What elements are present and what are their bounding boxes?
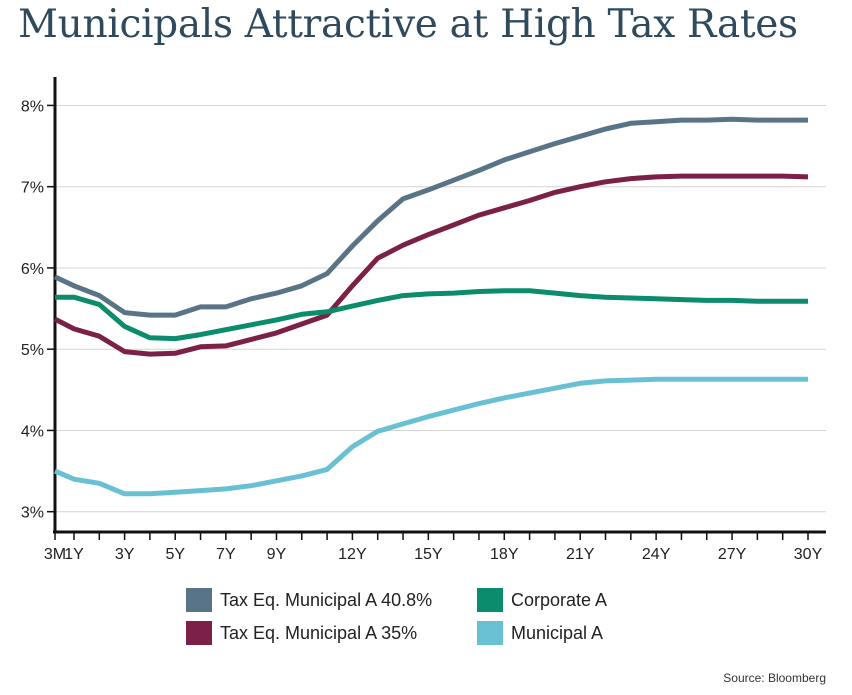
- y-tick-label: 8%: [21, 98, 44, 115]
- y-tick-label: 7%: [21, 180, 44, 197]
- x-tick-label: 27Y: [718, 546, 747, 563]
- x-tick-label: 24Y: [642, 546, 671, 563]
- legend-label: Tax Eq. Municipal A 40.8%: [220, 589, 433, 610]
- legend: Tax Eq. Municipal A 40.8% Tax Eq. Munici…: [186, 584, 646, 654]
- chart-title: Municipals Attractive at High Tax Rates: [18, 2, 798, 47]
- series-line: [53, 116, 808, 318]
- series-line: [53, 173, 809, 357]
- x-tick-label: 9Y: [267, 546, 287, 563]
- legend-label: Municipal A: [511, 622, 604, 643]
- x-tick-label: 3M: [44, 546, 66, 563]
- x-tick-label: 1Y: [64, 546, 84, 563]
- legend-swatch: [477, 621, 503, 645]
- series-line: [55, 288, 808, 342]
- legend-item-municipal-a: Municipal A: [477, 621, 603, 645]
- x-tick-label: 5Y: [165, 546, 185, 563]
- x-tick-label: 18Y: [490, 546, 519, 563]
- y-tick-label: 4%: [21, 423, 44, 440]
- x-tick-label: 30Y: [794, 546, 823, 563]
- y-tick-label: 3%: [21, 505, 44, 522]
- grid-layer: [55, 104, 826, 513]
- x-tick-label: 3Y: [115, 546, 135, 563]
- legend-label: Corporate A: [511, 589, 608, 610]
- y-tick-label: 6%: [21, 261, 44, 278]
- legend-item-corporate-a: Corporate A: [477, 588, 607, 612]
- source-note: Source: Bloomberg: [723, 671, 826, 685]
- x-tick-label: 12Y: [338, 546, 367, 563]
- x-tick-label: 21Y: [566, 546, 595, 563]
- legend-item-tax-eq-35: Tax Eq. Municipal A 35%: [186, 621, 417, 645]
- legend-swatch: [186, 621, 212, 645]
- x-tick-label: 15Y: [414, 546, 443, 563]
- axis-layer: [47, 77, 826, 540]
- legend-swatch: [477, 588, 503, 612]
- series-layer: [53, 116, 809, 497]
- y-tick-labels: 3% 4% 5% 6% 7% 8%: [21, 98, 44, 521]
- y-tick-label: 5%: [21, 342, 44, 359]
- legend-swatch: [186, 588, 212, 612]
- legend-label: Tax Eq. Municipal A 35%: [220, 622, 418, 643]
- series-line: [54, 376, 808, 497]
- legend-item-tax-eq-40: Tax Eq. Municipal A 40.8%: [186, 588, 432, 612]
- x-tick-label: 7Y: [216, 546, 236, 563]
